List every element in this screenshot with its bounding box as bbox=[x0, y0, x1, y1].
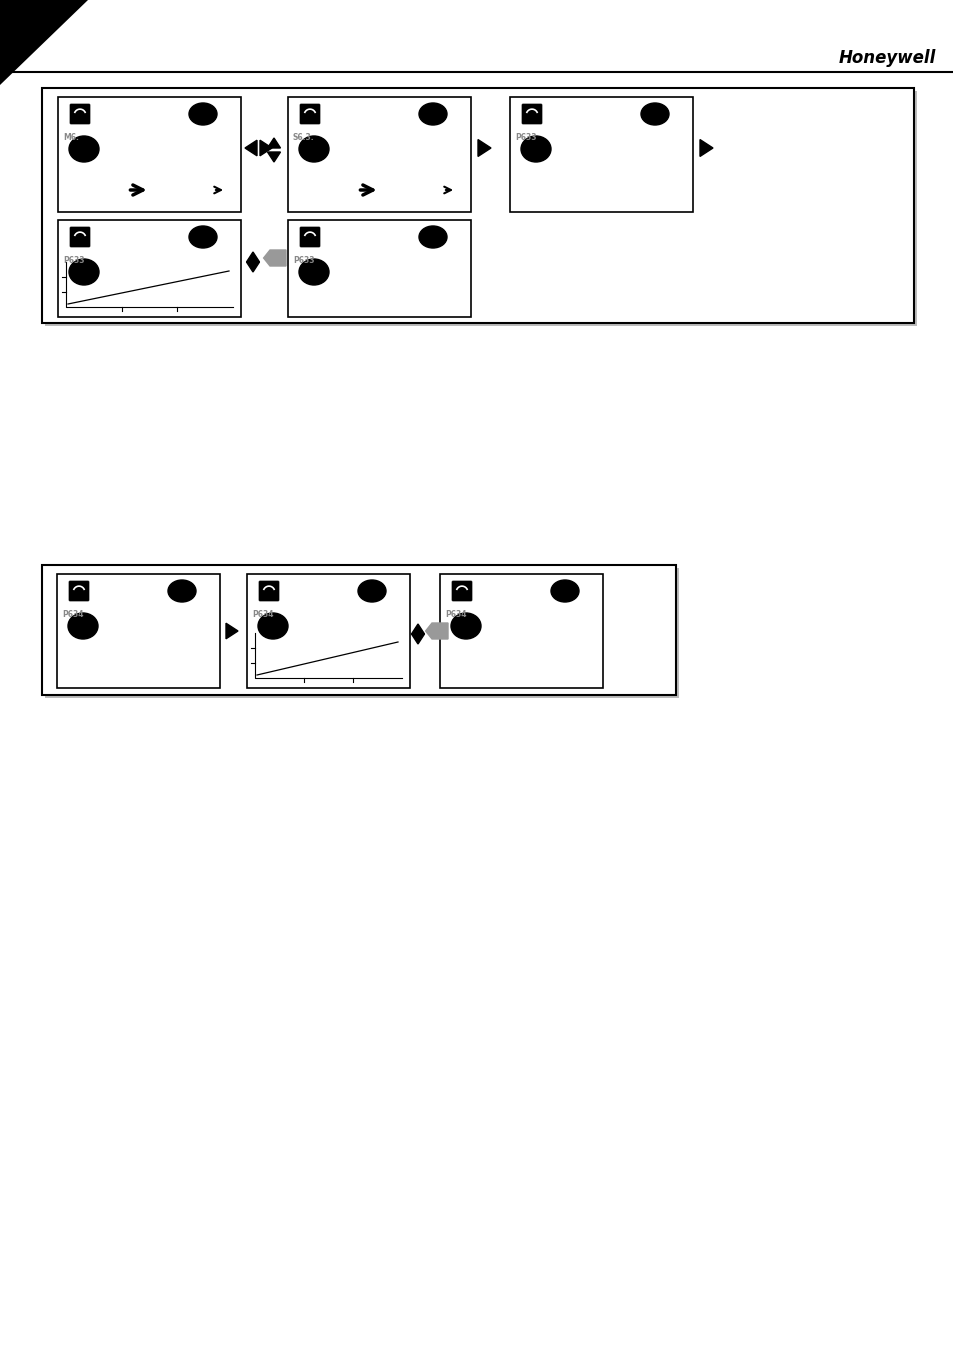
Bar bbox=[513, 100, 696, 215]
Polygon shape bbox=[260, 141, 272, 155]
Bar bbox=[510, 97, 692, 212]
Ellipse shape bbox=[451, 613, 480, 639]
FancyBboxPatch shape bbox=[69, 581, 89, 601]
Bar bbox=[250, 577, 413, 690]
Polygon shape bbox=[246, 262, 259, 272]
Bar bbox=[57, 574, 220, 688]
Polygon shape bbox=[245, 141, 256, 155]
Polygon shape bbox=[246, 253, 259, 262]
Ellipse shape bbox=[520, 136, 551, 162]
Ellipse shape bbox=[189, 103, 216, 126]
Text: P633: P633 bbox=[293, 255, 314, 265]
Polygon shape bbox=[0, 0, 88, 85]
Polygon shape bbox=[267, 153, 280, 162]
Ellipse shape bbox=[69, 136, 99, 162]
FancyBboxPatch shape bbox=[258, 581, 278, 601]
Ellipse shape bbox=[551, 580, 578, 603]
Polygon shape bbox=[411, 634, 424, 644]
Ellipse shape bbox=[257, 613, 288, 639]
Bar bbox=[60, 577, 223, 690]
FancyBboxPatch shape bbox=[521, 104, 541, 124]
Bar bbox=[42, 88, 913, 323]
Ellipse shape bbox=[418, 226, 447, 249]
Bar bbox=[247, 574, 410, 688]
Ellipse shape bbox=[357, 580, 386, 603]
Text: P633: P633 bbox=[63, 255, 85, 265]
Polygon shape bbox=[411, 624, 424, 634]
Bar bbox=[442, 577, 605, 690]
Ellipse shape bbox=[168, 580, 195, 603]
Polygon shape bbox=[477, 139, 491, 157]
FancyBboxPatch shape bbox=[299, 227, 319, 247]
Ellipse shape bbox=[640, 103, 668, 126]
Bar bbox=[439, 574, 602, 688]
FancyBboxPatch shape bbox=[70, 104, 90, 124]
Text: P633: P633 bbox=[515, 132, 536, 142]
Ellipse shape bbox=[298, 136, 329, 162]
Polygon shape bbox=[226, 623, 237, 639]
Bar bbox=[61, 223, 244, 320]
Bar bbox=[58, 97, 241, 212]
Ellipse shape bbox=[69, 259, 99, 285]
Bar bbox=[42, 565, 676, 694]
Text: P634: P634 bbox=[252, 611, 274, 619]
Ellipse shape bbox=[189, 226, 216, 249]
Ellipse shape bbox=[68, 613, 98, 639]
FancyBboxPatch shape bbox=[452, 581, 472, 601]
Bar bbox=[288, 97, 471, 212]
Bar bbox=[291, 100, 474, 215]
Polygon shape bbox=[425, 623, 448, 639]
Polygon shape bbox=[263, 250, 286, 266]
FancyBboxPatch shape bbox=[299, 104, 319, 124]
Polygon shape bbox=[267, 138, 280, 149]
Ellipse shape bbox=[298, 259, 329, 285]
Text: S6.3.: S6.3. bbox=[293, 132, 314, 142]
Polygon shape bbox=[700, 139, 712, 157]
Ellipse shape bbox=[418, 103, 447, 126]
Bar bbox=[58, 220, 241, 317]
Bar bbox=[45, 91, 916, 326]
Text: P634: P634 bbox=[62, 611, 84, 619]
Bar bbox=[45, 567, 679, 698]
Bar bbox=[61, 100, 244, 215]
Text: M6.: M6. bbox=[63, 132, 79, 142]
Bar bbox=[291, 223, 474, 320]
Text: Honeywell: Honeywell bbox=[838, 49, 935, 68]
Text: P634: P634 bbox=[444, 611, 466, 619]
Bar bbox=[288, 220, 471, 317]
FancyBboxPatch shape bbox=[70, 227, 90, 247]
